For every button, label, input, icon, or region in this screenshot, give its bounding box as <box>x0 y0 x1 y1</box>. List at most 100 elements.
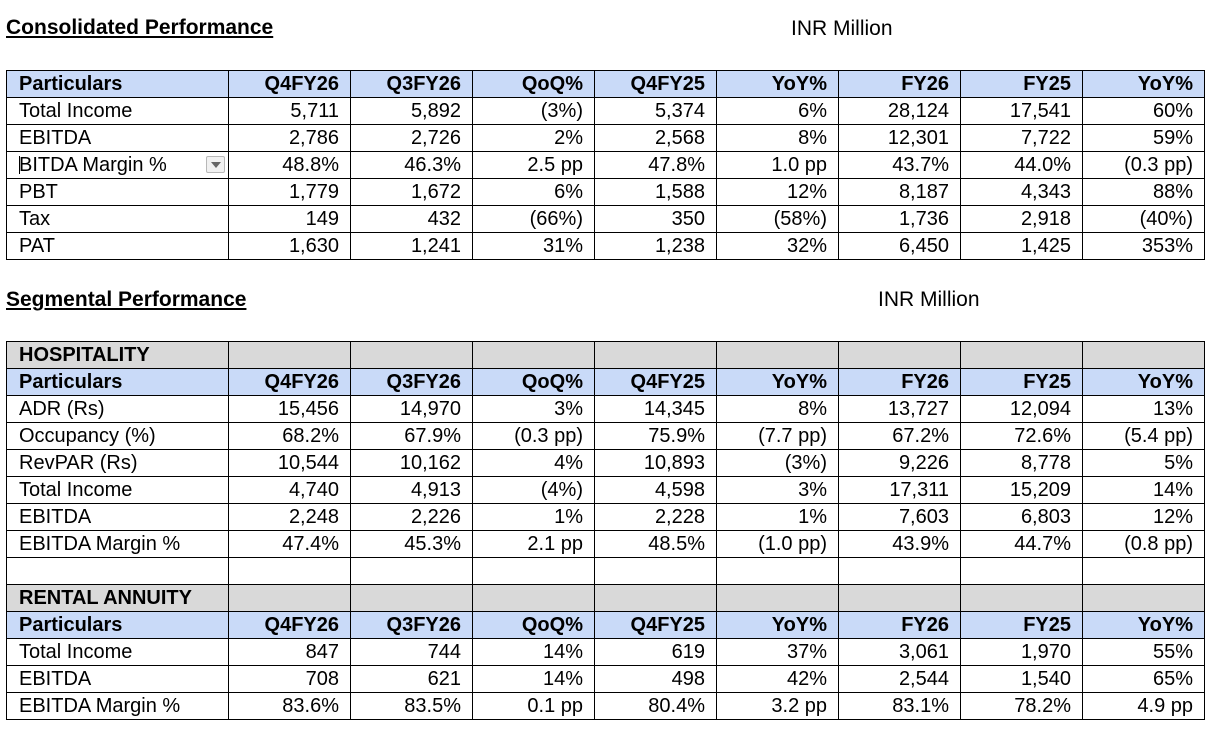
hospitality-section-row-cell[interactable] <box>228 341 351 369</box>
rental-section-row-cell[interactable] <box>960 584 1083 612</box>
rental-row-cell[interactable]: 4.9 pp <box>1082 692 1205 720</box>
hospitality-row-cell[interactable]: 2,226 <box>350 503 473 531</box>
consolidated-row-cell[interactable]: 350 <box>594 205 717 233</box>
empty-cell[interactable] <box>350 557 473 585</box>
hospitality-row-cell[interactable]: 43.9% <box>838 530 961 558</box>
hospitality-row-cell[interactable]: 6,803 <box>960 503 1083 531</box>
rental-row-cell[interactable]: 83.5% <box>350 692 473 720</box>
consolidated-header-row-cell[interactable]: Q4FY26 <box>228 70 351 98</box>
consolidated-header-row-cell[interactable]: QoQ% <box>472 70 595 98</box>
hospitality-row-cell[interactable]: 8,778 <box>960 449 1083 477</box>
consolidated-row-label[interactable]: Total Income <box>6 97 229 125</box>
hospitality-header-row-cell[interactable]: FY25 <box>960 368 1083 396</box>
hospitality-section-row-cell[interactable] <box>838 341 961 369</box>
hospitality-section-row-cell[interactable] <box>350 341 473 369</box>
rental-row-cell[interactable]: 498 <box>594 665 717 693</box>
rental-section-row-cell[interactable] <box>716 584 839 612</box>
empty-cell[interactable] <box>6 557 229 585</box>
rental-section-row-cell[interactable] <box>228 584 351 612</box>
rental-header-row-cell[interactable]: FY26 <box>838 611 961 639</box>
consolidated-row-cell[interactable]: 8,187 <box>838 178 961 206</box>
rental-row-cell[interactable]: 744 <box>350 638 473 666</box>
consolidated-row-label[interactable]: BITDA Margin % <box>6 151 229 179</box>
hospitality-row-cell[interactable]: 4,598 <box>594 476 717 504</box>
hospitality-header-row-cell[interactable]: Q4FY26 <box>228 368 351 396</box>
hospitality-section-row-cell[interactable] <box>716 341 839 369</box>
hospitality-row-cell[interactable]: 1% <box>716 503 839 531</box>
hospitality-section-row-cell[interactable] <box>960 341 1083 369</box>
hospitality-row-cell[interactable]: 5% <box>1082 449 1205 477</box>
consolidated-row-cell[interactable]: 5,892 <box>350 97 473 125</box>
consolidated-row-cell[interactable]: (3%) <box>472 97 595 125</box>
hospitality-row-cell[interactable]: 15,209 <box>960 476 1083 504</box>
hospitality-row-cell[interactable]: 14,345 <box>594 395 717 423</box>
empty-cell[interactable] <box>472 557 595 585</box>
hospitality-row-label[interactable]: EBITDA Margin % <box>6 530 229 558</box>
consolidated-row-cell[interactable]: (0.3 pp) <box>1082 151 1205 179</box>
rental-row-cell[interactable]: 619 <box>594 638 717 666</box>
consolidated-row-cell[interactable]: (66%) <box>472 205 595 233</box>
consolidated-row-label[interactable]: Tax <box>6 205 229 233</box>
hospitality-row-cell[interactable]: 4% <box>472 449 595 477</box>
hospitality-row-cell[interactable]: 68.2% <box>228 422 351 450</box>
hospitality-row-label[interactable]: Occupancy (%) <box>6 422 229 450</box>
consolidated-row-label[interactable]: PAT <box>6 232 229 260</box>
rental-row-cell[interactable]: 42% <box>716 665 839 693</box>
consolidated-row-cell[interactable]: 1,630 <box>228 232 351 260</box>
consolidated-row-cell[interactable]: 12% <box>716 178 839 206</box>
hospitality-row-cell[interactable]: 48.5% <box>594 530 717 558</box>
consolidated-row-cell[interactable]: 88% <box>1082 178 1205 206</box>
hospitality-row-cell[interactable]: 14% <box>1082 476 1205 504</box>
rental-row-cell[interactable]: 708 <box>228 665 351 693</box>
rental-row-cell[interactable]: 2,544 <box>838 665 961 693</box>
consolidated-row-cell[interactable]: 2% <box>472 124 595 152</box>
consolidated-row-cell[interactable]: 60% <box>1082 97 1205 125</box>
hospitality-row-cell[interactable]: (1.0 pp) <box>716 530 839 558</box>
rental-row-cell[interactable]: 80.4% <box>594 692 717 720</box>
hospitality-row-cell[interactable]: 75.9% <box>594 422 717 450</box>
rental-section-row-cell[interactable] <box>1082 584 1205 612</box>
hospitality-section-row-cell[interactable] <box>594 341 717 369</box>
rental-header-row-label[interactable]: Particulars <box>6 611 229 639</box>
empty-cell[interactable] <box>594 557 717 585</box>
consolidated-row-cell[interactable]: 5,711 <box>228 97 351 125</box>
hospitality-row-cell[interactable]: 3% <box>472 395 595 423</box>
hospitality-row-cell[interactable]: 45.3% <box>350 530 473 558</box>
hospitality-row-cell[interactable]: 44.7% <box>960 530 1083 558</box>
consolidated-row-cell[interactable]: 2,786 <box>228 124 351 152</box>
consolidated-row-label[interactable]: EBITDA <box>6 124 229 152</box>
consolidated-row-cell[interactable]: 2,918 <box>960 205 1083 233</box>
consolidated-row-cell[interactable]: 44.0% <box>960 151 1083 179</box>
rental-row-cell[interactable]: 65% <box>1082 665 1205 693</box>
rental-row-label[interactable]: Total Income <box>6 638 229 666</box>
empty-cell[interactable] <box>1082 557 1205 585</box>
hospitality-row-cell[interactable]: (5.4 pp) <box>1082 422 1205 450</box>
consolidated-row-cell[interactable]: (40%) <box>1082 205 1205 233</box>
hospitality-row-cell[interactable]: 67.9% <box>350 422 473 450</box>
hospitality-header-row-cell[interactable]: YoY% <box>1082 368 1205 396</box>
consolidated-row-cell[interactable]: 1,779 <box>228 178 351 206</box>
consolidated-header-row-cell[interactable]: FY25 <box>960 70 1083 98</box>
consolidated-row-cell[interactable]: 2,726 <box>350 124 473 152</box>
rental-header-row-cell[interactable]: YoY% <box>716 611 839 639</box>
empty-cell[interactable] <box>838 557 961 585</box>
hospitality-row-cell[interactable]: 4,740 <box>228 476 351 504</box>
rental-row-cell[interactable]: 847 <box>228 638 351 666</box>
rental-row-cell[interactable]: 1,540 <box>960 665 1083 693</box>
hospitality-row-cell[interactable]: (0.3 pp) <box>472 422 595 450</box>
consolidated-row-cell[interactable]: 4,343 <box>960 178 1083 206</box>
consolidated-row-cell[interactable]: 28,124 <box>838 97 961 125</box>
hospitality-row-cell[interactable]: 13% <box>1082 395 1205 423</box>
consolidated-row-cell[interactable]: 46.3% <box>350 151 473 179</box>
consolidated-row-cell[interactable]: 432 <box>350 205 473 233</box>
consolidated-header-row-cell[interactable]: FY26 <box>838 70 961 98</box>
rental-header-row-cell[interactable]: QoQ% <box>472 611 595 639</box>
rental-section-row-cell[interactable] <box>838 584 961 612</box>
empty-cell[interactable] <box>716 557 839 585</box>
rental-header-row-cell[interactable]: FY25 <box>960 611 1083 639</box>
hospitality-section-row-cell[interactable] <box>472 341 595 369</box>
consolidated-row-cell[interactable]: 1.0 pp <box>716 151 839 179</box>
consolidated-row-label[interactable]: PBT <box>6 178 229 206</box>
empty-cell[interactable] <box>960 557 1083 585</box>
rental-row-cell[interactable]: 0.1 pp <box>472 692 595 720</box>
